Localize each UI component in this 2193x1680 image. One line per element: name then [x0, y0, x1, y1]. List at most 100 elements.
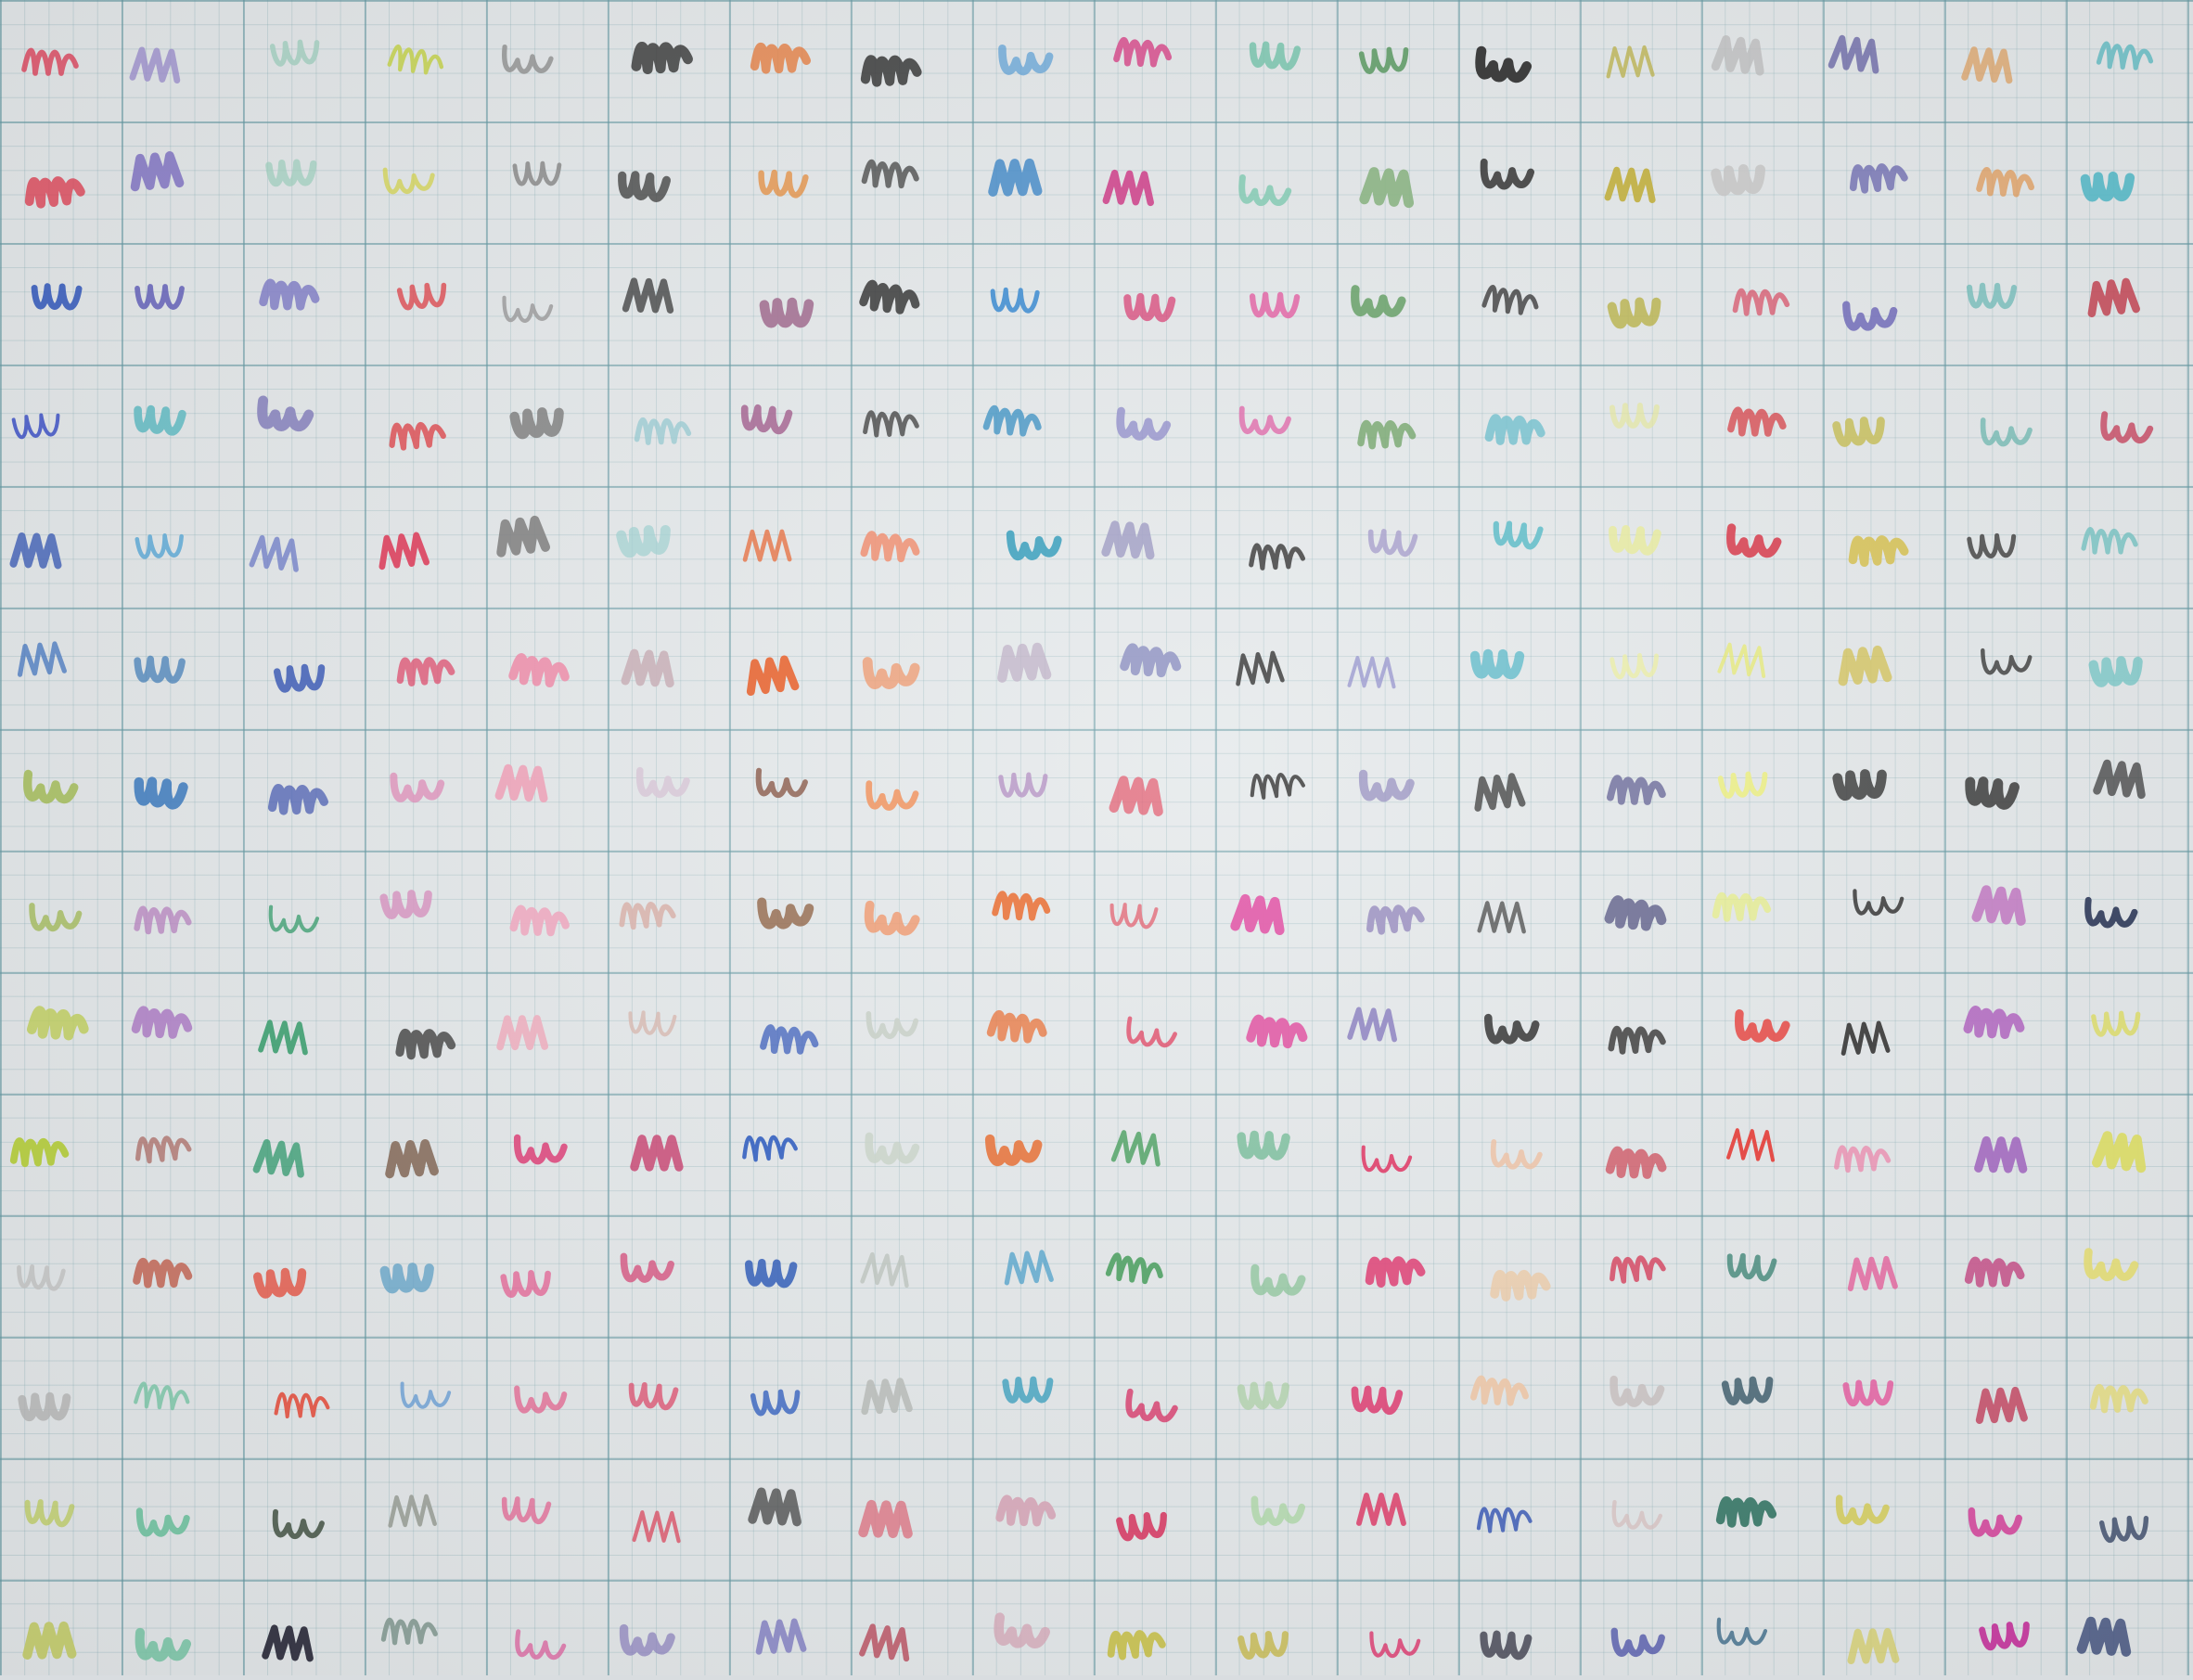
color-swatch [613, 877, 697, 942]
color-swatch [1716, 1353, 1800, 1418]
color-swatch [25, 261, 109, 326]
color-swatch [1102, 880, 1186, 945]
color-swatch [376, 1241, 459, 1306]
color-swatch [129, 986, 212, 1051]
color-swatch [13, 623, 96, 688]
color-swatch [264, 762, 348, 827]
color-swatch [1353, 396, 1436, 461]
color-swatch [2093, 1492, 2176, 1557]
color-swatch [129, 882, 212, 947]
color-swatch [1972, 146, 2056, 211]
color-swatch [261, 1609, 344, 1674]
color-swatch [1353, 1475, 1437, 1540]
color-swatch [1603, 1230, 1686, 1295]
color-swatch [1603, 1480, 1686, 1545]
color-swatch [375, 142, 458, 207]
color-swatch [264, 1488, 348, 1553]
color-swatch [129, 1484, 212, 1549]
color-swatch [391, 633, 475, 698]
color-swatch [739, 511, 823, 576]
color-swatch [1474, 883, 1558, 948]
color-swatch [1118, 624, 1201, 689]
color-swatch [1361, 1607, 1444, 1672]
color-swatch [1602, 27, 1686, 92]
color-swatch [993, 1474, 1076, 1539]
color-swatch [248, 520, 331, 585]
color-swatch [858, 1609, 942, 1674]
color-swatch [1353, 749, 1436, 814]
color-swatch [1109, 763, 1193, 827]
color-swatch [391, 1358, 475, 1423]
color-swatch [2084, 262, 2168, 327]
color-swatch [1960, 32, 2044, 96]
color-swatch [1232, 1109, 1315, 1174]
color-swatch [621, 262, 704, 327]
color-swatch [1478, 991, 1561, 1056]
color-swatch [1102, 1606, 1186, 1671]
color-swatch [987, 143, 1071, 208]
color-swatch [1973, 1598, 2057, 1663]
color-swatch [494, 1247, 578, 1312]
color-swatch [1110, 1489, 1194, 1554]
color-swatch [383, 24, 467, 89]
color-swatch [612, 504, 696, 569]
color-swatch [629, 746, 712, 811]
color-swatch [858, 1112, 942, 1177]
color-swatch [2085, 1361, 2169, 1426]
color-swatch [1118, 272, 1201, 337]
color-swatch [1118, 1371, 1201, 1436]
color-swatch [858, 1237, 942, 1302]
color-swatch [992, 22, 1075, 87]
color-swatch [263, 16, 347, 81]
color-swatch [1708, 1596, 1791, 1661]
color-swatch [5, 389, 88, 454]
color-swatch [383, 750, 467, 814]
color-swatch [129, 1609, 212, 1674]
color-swatch [1603, 878, 1686, 943]
color-swatch [857, 510, 941, 575]
color-swatch [18, 1478, 101, 1543]
color-swatch [507, 1609, 590, 1674]
color-swatch [1603, 276, 1686, 340]
color-swatch [128, 509, 212, 574]
color-swatch [1244, 1473, 1327, 1538]
color-swatch [1828, 394, 1911, 459]
color-swatch [494, 23, 577, 88]
color-swatch [1467, 1354, 1550, 1419]
color-swatch [1836, 630, 1919, 695]
color-swatch [1604, 1604, 1687, 1669]
color-swatch [988, 1596, 1071, 1661]
color-swatch [129, 1360, 212, 1425]
color-swatch [744, 1366, 827, 1430]
color-swatch [1961, 986, 2045, 1051]
color-swatch [252, 1125, 336, 1190]
color-swatch [629, 1493, 712, 1558]
color-swatch [1973, 1121, 2057, 1186]
color-swatch [1470, 756, 1554, 821]
color-swatch [1469, 30, 1553, 95]
color-swatch [1481, 392, 1565, 457]
color-swatch [1118, 997, 1201, 1062]
color-swatch [2077, 1229, 2161, 1294]
color-swatch [2092, 1119, 2176, 1184]
color-swatch [128, 32, 212, 96]
color-swatch [988, 869, 1071, 934]
color-swatch [752, 1601, 836, 1666]
color-swatch [1844, 512, 1928, 577]
color-swatch [260, 136, 343, 201]
color-swatch [629, 393, 712, 458]
color-swatch [375, 515, 458, 580]
color-swatch [1828, 1121, 1912, 1186]
color-swatch [858, 1485, 942, 1550]
color-swatch [1109, 389, 1193, 454]
color-swatch [2084, 635, 2168, 699]
color-swatch [2076, 150, 2160, 215]
color-swatch [1712, 748, 1795, 813]
color-swatch [1720, 506, 1803, 571]
color-swatch [129, 758, 212, 823]
color-swatch [1353, 1122, 1436, 1187]
color-swatch [858, 759, 942, 824]
color-swatch [2076, 1603, 2161, 1668]
